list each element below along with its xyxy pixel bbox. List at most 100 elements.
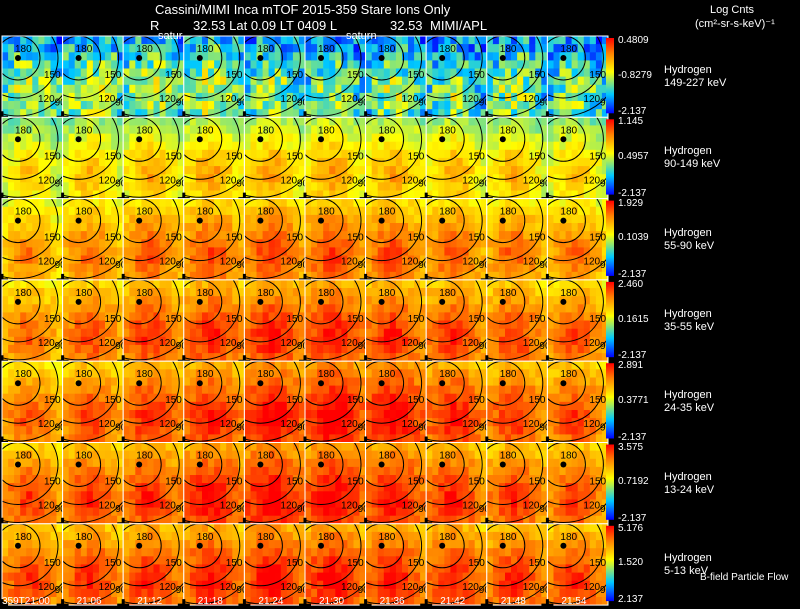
pixel: [38, 52, 46, 61]
pixel: [274, 263, 282, 273]
pixel: [583, 157, 591, 167]
pixel: [371, 84, 379, 94]
pixel: [298, 393, 305, 403]
pixel: [468, 157, 476, 167]
pixel: [177, 174, 184, 183]
pixel: [335, 206, 342, 216]
pixel: [159, 312, 167, 322]
pixel: [571, 198, 579, 208]
pixel: [117, 223, 124, 232]
pixel: [165, 174, 173, 183]
pixel: [583, 44, 591, 53]
pixel: [153, 377, 161, 387]
pixel: [262, 157, 270, 167]
pixel: [432, 109, 439, 118]
pixel: [329, 157, 336, 167]
pixel: [426, 68, 433, 78]
pixel: [511, 101, 518, 110]
pixel: [583, 117, 591, 126]
pixel: [171, 418, 179, 427]
pixel: [262, 76, 270, 86]
pixel: [408, 312, 415, 322]
pixel: [329, 190, 336, 199]
pixel: [62, 255, 70, 265]
angle-ring: [2, 361, 41, 406]
pixel: [86, 312, 94, 322]
ring-label: 150: [105, 151, 122, 162]
pixel: [26, 255, 33, 265]
pixel: [256, 418, 264, 427]
pixel: [159, 288, 167, 297]
pixel: [99, 353, 106, 362]
pixel: [553, 279, 561, 289]
pixel: [14, 141, 21, 151]
pixel: [220, 426, 227, 435]
pixel: [244, 296, 252, 305]
pixel: [377, 166, 385, 175]
ring-label: 150: [286, 151, 303, 162]
pixel: [498, 44, 506, 53]
pixel: [462, 60, 470, 70]
pixel: [123, 369, 130, 378]
pixel: [347, 68, 355, 78]
pixel: [26, 117, 33, 126]
pixel: [565, 231, 573, 240]
pixel: [347, 271, 355, 280]
pixel: [492, 157, 500, 167]
pixel: [480, 328, 487, 338]
pixel: [62, 247, 70, 257]
pixel: [99, 271, 106, 280]
pixel: [26, 92, 33, 102]
pixel: [44, 393, 52, 403]
pixel: [456, 336, 464, 346]
pixel: [486, 149, 494, 159]
pixel: [262, 385, 270, 395]
pixel: [62, 44, 70, 53]
pixel: [456, 157, 464, 167]
pixel: [62, 149, 70, 159]
pixel: [129, 166, 136, 175]
pixel: [529, 190, 536, 199]
pixel: [529, 76, 536, 86]
pixel: [359, 255, 366, 265]
pixel: [238, 166, 245, 175]
image-cell: [305, 36, 366, 118]
pixel: [220, 320, 227, 330]
pixel: [359, 198, 366, 208]
pixel: [601, 117, 609, 126]
pixel: [577, 101, 585, 110]
pixel: [232, 263, 239, 273]
pixel: [438, 231, 445, 240]
pixel: [486, 353, 494, 362]
pixel: [56, 182, 63, 191]
pixel: [559, 231, 567, 240]
pixel: [547, 353, 555, 362]
pixel: [505, 182, 512, 191]
pixel: [347, 198, 355, 208]
pixel: [377, 182, 385, 191]
pixel: [595, 255, 603, 265]
pixel: [262, 117, 270, 126]
pixel: [571, 92, 579, 102]
pixel: [165, 141, 173, 151]
ring-label: 120: [159, 257, 176, 268]
pixel: [268, 101, 276, 110]
pixel: [232, 410, 239, 419]
pixel: [298, 133, 305, 143]
ring-label: 150: [347, 151, 364, 162]
pixel: [250, 312, 258, 322]
pixel: [559, 279, 567, 289]
image-cell: [123, 36, 184, 118]
pixel: [523, 279, 530, 289]
pixel: [14, 157, 21, 167]
pixel: [147, 336, 155, 346]
pixel: [480, 214, 487, 224]
pixel: [2, 166, 9, 175]
pixel: [286, 109, 294, 118]
pixel: [456, 296, 464, 305]
pixel: [26, 336, 33, 346]
pixel: [595, 157, 603, 167]
pixel: [589, 68, 597, 78]
pixel: [226, 125, 233, 135]
pixel: [305, 76, 312, 86]
